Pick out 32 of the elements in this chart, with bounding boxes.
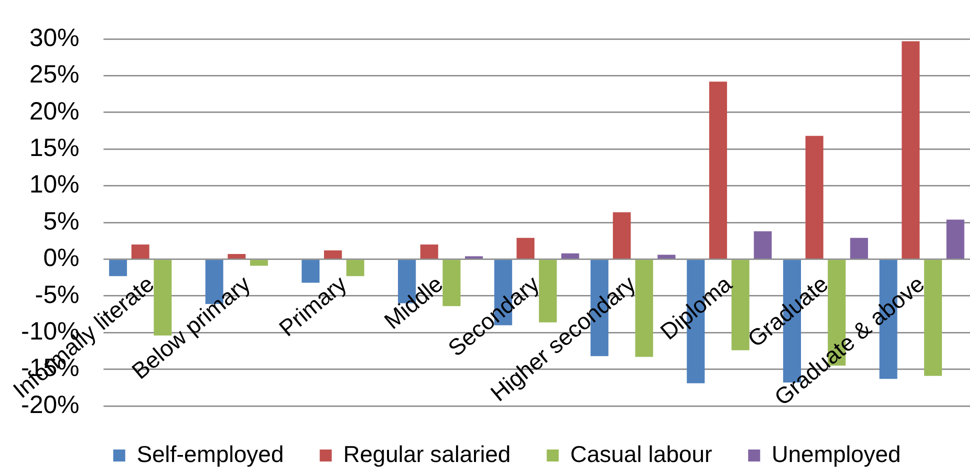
bar [902, 41, 920, 258]
legend-label: Regular salaried [343, 440, 511, 467]
bar [732, 260, 750, 350]
y-tick-label: 0% [43, 244, 80, 272]
bar [109, 260, 127, 276]
y-tick-label: 20% [29, 97, 80, 126]
y-tick-label: 25% [29, 60, 80, 89]
bar [924, 260, 942, 376]
bar [516, 238, 534, 258]
bar [635, 260, 654, 357]
bar [946, 220, 964, 258]
y-tick-label: 30% [29, 24, 80, 52]
legend-label: Self-employed [136, 440, 284, 467]
bar [805, 136, 824, 258]
y-tick-label: 10% [29, 170, 80, 199]
bar [709, 82, 728, 258]
bar [324, 250, 342, 258]
legend-label: Casual labour [570, 440, 712, 467]
y-tick-label: 5% [43, 207, 80, 236]
legend-label: Unemployed [772, 440, 901, 467]
bar [420, 244, 438, 258]
bar [250, 260, 268, 266]
bar [561, 253, 580, 258]
bar [346, 260, 364, 276]
y-tick-label: -5% [34, 280, 80, 309]
bar [228, 254, 246, 258]
bar [658, 254, 676, 258]
bar [754, 231, 772, 258]
bar [612, 212, 631, 258]
bar [850, 238, 868, 258]
bar [131, 244, 150, 258]
y-tick-label: 15% [29, 134, 80, 162]
